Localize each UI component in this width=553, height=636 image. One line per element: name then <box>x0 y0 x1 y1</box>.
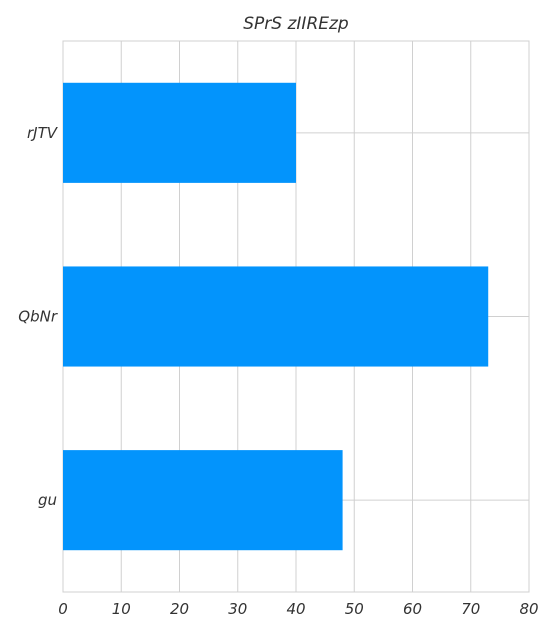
chart-title: SPrS zIIREzp <box>243 14 349 34</box>
bar-rjtv <box>63 82 296 183</box>
category-label: QbNr <box>18 308 58 326</box>
x-tick-label: 70 <box>461 600 480 618</box>
x-tick-label: 10 <box>112 600 131 618</box>
x-tick-label: 50 <box>345 600 364 618</box>
bar-gu <box>63 450 343 551</box>
category-label: gu <box>38 491 57 509</box>
bar-qbnr <box>63 266 489 367</box>
axes-layer: 0 10 20 30 40 50 60 70 80 rJTV QbNr gu <box>18 124 538 618</box>
category-label: rJTV <box>27 124 59 142</box>
x-tick-label: 20 <box>170 600 189 618</box>
bars-layer <box>63 82 489 551</box>
x-tick-label: 40 <box>286 600 305 618</box>
x-tick-label: 60 <box>403 600 422 618</box>
x-tick-label: 0 <box>58 600 68 618</box>
x-tick-label: 80 <box>519 600 538 618</box>
x-tick-label: 30 <box>228 600 247 618</box>
